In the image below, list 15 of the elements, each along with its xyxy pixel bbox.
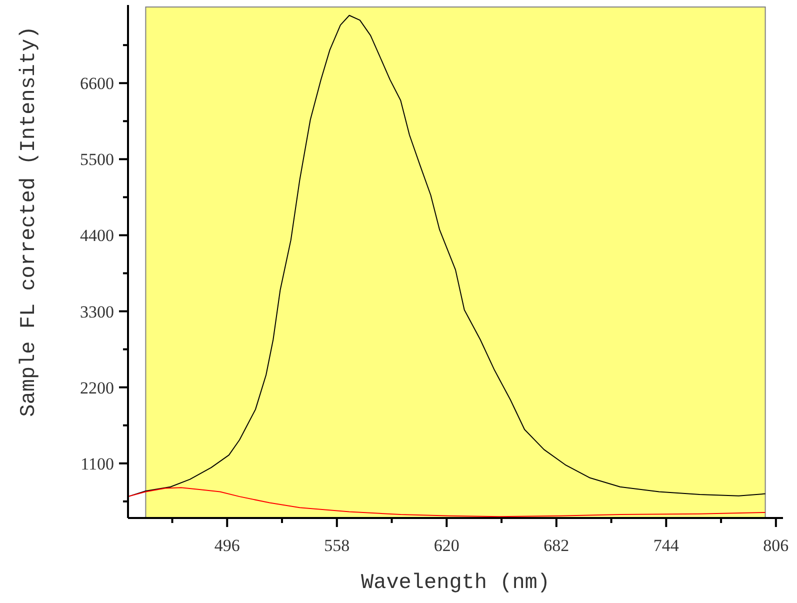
y-tick-label: 3300	[80, 302, 114, 322]
x-tick-label: 558	[324, 536, 350, 555]
x-tick-label: 682	[544, 536, 570, 555]
line-series	[128, 487, 766, 518]
y-tick-label: 6600	[80, 74, 114, 94]
x-axis-title: Wavelength (nm)	[360, 572, 550, 595]
y-axis-title: Sample FL corrected (Intensity)	[18, 26, 41, 417]
y-tick-label: 4400	[80, 226, 114, 246]
x-tick-label: 744	[653, 536, 680, 555]
y-tick-label: 5500	[80, 150, 114, 170]
y-tick-label: 1100	[80, 454, 114, 474]
y-tick-label: 2200	[80, 378, 114, 398]
x-tick-label: 806	[763, 536, 789, 555]
x-tick-label: 496	[214, 536, 240, 555]
x-tick-label: 620	[434, 536, 460, 555]
